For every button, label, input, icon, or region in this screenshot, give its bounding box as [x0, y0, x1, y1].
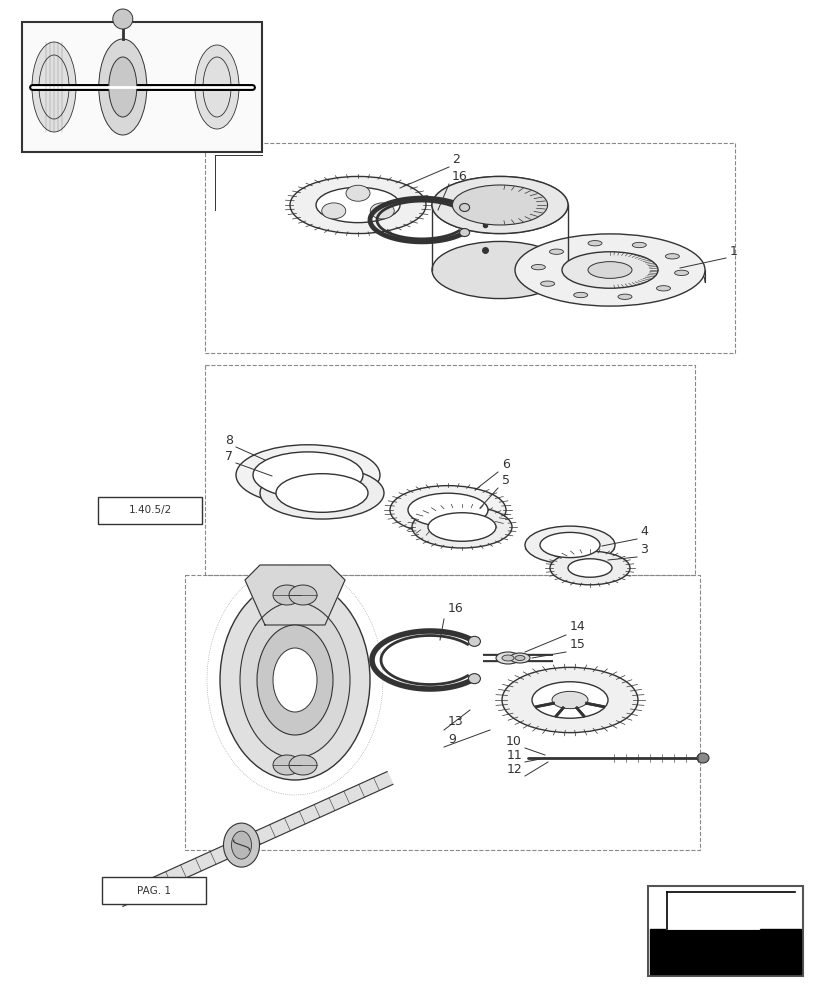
Ellipse shape [289, 755, 317, 775]
Polygon shape [649, 929, 800, 974]
Ellipse shape [567, 559, 611, 577]
Ellipse shape [524, 526, 614, 564]
Text: 7: 7 [225, 450, 232, 463]
Ellipse shape [674, 270, 688, 276]
Text: 16: 16 [447, 602, 463, 615]
Bar [102, 877, 206, 904]
Ellipse shape [514, 656, 524, 660]
Text: 6: 6 [501, 458, 509, 471]
Bar [98, 497, 202, 524]
Ellipse shape [203, 57, 231, 117]
Ellipse shape [468, 636, 480, 646]
Text: 4: 4 [639, 525, 647, 538]
Text: 1: 1 [729, 245, 737, 258]
Ellipse shape [240, 602, 350, 758]
Ellipse shape [223, 823, 259, 867]
Text: 12: 12 [505, 763, 521, 776]
Bar [205, 365, 694, 575]
Ellipse shape [108, 57, 136, 117]
Ellipse shape [273, 755, 301, 775]
Text: 11: 11 [505, 749, 521, 762]
Ellipse shape [549, 249, 563, 254]
Ellipse shape [428, 513, 495, 541]
Ellipse shape [532, 682, 607, 718]
Ellipse shape [562, 252, 657, 288]
Bar [22, 22, 261, 152]
Text: 14: 14 [569, 620, 585, 633]
Ellipse shape [32, 42, 76, 132]
Ellipse shape [509, 653, 529, 663]
Ellipse shape [573, 292, 587, 298]
Ellipse shape [273, 585, 301, 605]
Ellipse shape [696, 753, 708, 763]
Ellipse shape [273, 648, 317, 712]
Ellipse shape [459, 229, 469, 237]
Ellipse shape [408, 493, 487, 527]
Ellipse shape [390, 486, 505, 534]
Ellipse shape [289, 176, 425, 234]
Ellipse shape [412, 506, 511, 548]
Ellipse shape [549, 551, 629, 585]
Ellipse shape [514, 234, 704, 306]
Text: 3: 3 [639, 543, 647, 556]
Text: 13: 13 [447, 715, 463, 728]
Ellipse shape [220, 580, 370, 780]
Text: 1.40.5/2: 1.40.5/2 [128, 506, 171, 516]
Ellipse shape [195, 45, 239, 129]
Ellipse shape [552, 691, 587, 709]
Ellipse shape [112, 9, 132, 29]
Text: 8: 8 [225, 434, 232, 447]
Text: PAG. 1: PAG. 1 [136, 886, 171, 896]
Ellipse shape [322, 203, 346, 219]
Bar [648, 886, 802, 976]
Ellipse shape [539, 532, 600, 558]
Ellipse shape [260, 467, 384, 519]
Ellipse shape [39, 55, 69, 119]
Text: 5: 5 [501, 474, 509, 487]
Ellipse shape [617, 294, 631, 299]
Ellipse shape [501, 655, 514, 661]
Polygon shape [245, 565, 345, 625]
Ellipse shape [540, 281, 554, 286]
Ellipse shape [256, 625, 332, 735]
Ellipse shape [531, 264, 545, 270]
Ellipse shape [98, 39, 146, 135]
Ellipse shape [370, 203, 394, 219]
Ellipse shape [346, 185, 370, 201]
Text: 9: 9 [447, 733, 456, 746]
Ellipse shape [236, 445, 380, 505]
Ellipse shape [495, 652, 519, 664]
Ellipse shape [316, 187, 399, 223]
Bar [184, 575, 699, 850]
Ellipse shape [452, 185, 547, 225]
Ellipse shape [289, 585, 317, 605]
Ellipse shape [632, 242, 646, 248]
Ellipse shape [232, 831, 251, 859]
Ellipse shape [432, 241, 567, 299]
Text: 10: 10 [505, 735, 521, 748]
Ellipse shape [275, 474, 367, 512]
Bar [205, 143, 734, 353]
Text: 2: 2 [452, 153, 459, 166]
Ellipse shape [587, 262, 631, 278]
Ellipse shape [587, 241, 601, 246]
Polygon shape [117, 772, 392, 906]
Ellipse shape [432, 176, 567, 234]
Text: 15: 15 [569, 638, 586, 651]
Ellipse shape [665, 254, 678, 259]
Ellipse shape [468, 674, 480, 684]
Ellipse shape [656, 286, 670, 291]
Polygon shape [666, 892, 794, 929]
Ellipse shape [501, 667, 638, 733]
Text: 16: 16 [452, 170, 467, 183]
Ellipse shape [459, 203, 469, 211]
Ellipse shape [253, 452, 362, 498]
